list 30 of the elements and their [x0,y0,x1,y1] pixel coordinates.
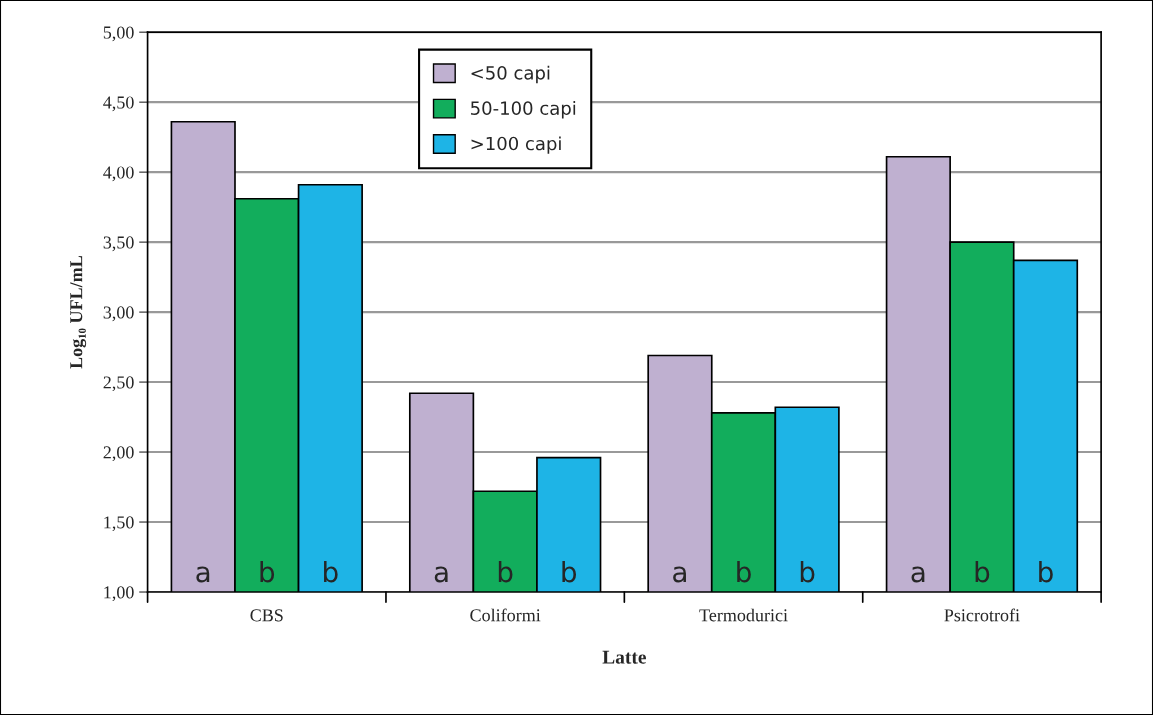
legend-label: 50-100 capi [471,101,576,119]
legend-label: >100 capi [471,136,561,154]
data-label: b [260,560,275,583]
data-label: b [737,560,751,583]
y-tick-label: 4,50 [103,96,134,112]
y-tick-label: 2,50 [103,376,134,392]
data-label: a [673,566,686,583]
y-axis-title: Log₁₀ UFL/mL [70,256,87,369]
data-label: b [562,560,577,583]
y-tick-label: 3,00 [103,306,134,322]
x-tick-label: CBS [250,609,283,622]
y-tick-label: 2,00 [103,446,134,462]
y-tick-label: 3,50 [103,236,134,252]
legend-label: <50 capi [471,65,550,84]
data-label: b [1039,560,1053,583]
y-tick-label: 1,50 [104,516,134,532]
x-tick-label: Psicrotrofi [944,608,1020,622]
data-label: b [498,560,513,583]
data-label: a [911,566,925,583]
data-label: a [196,566,210,583]
y-tick-label: 4,00 [103,166,134,182]
data-label: b [800,560,815,583]
x-axis-title: Latte [602,650,646,664]
x-tick-label: Termodurici [699,608,788,622]
x-tick-label: Coliformi [470,608,541,622]
data-label: a [434,566,448,583]
y-tick-label: 1,00 [104,586,134,602]
y-tick-label: 5,00 [103,26,134,42]
data-label: b [975,560,990,583]
data-label: b [324,560,338,583]
